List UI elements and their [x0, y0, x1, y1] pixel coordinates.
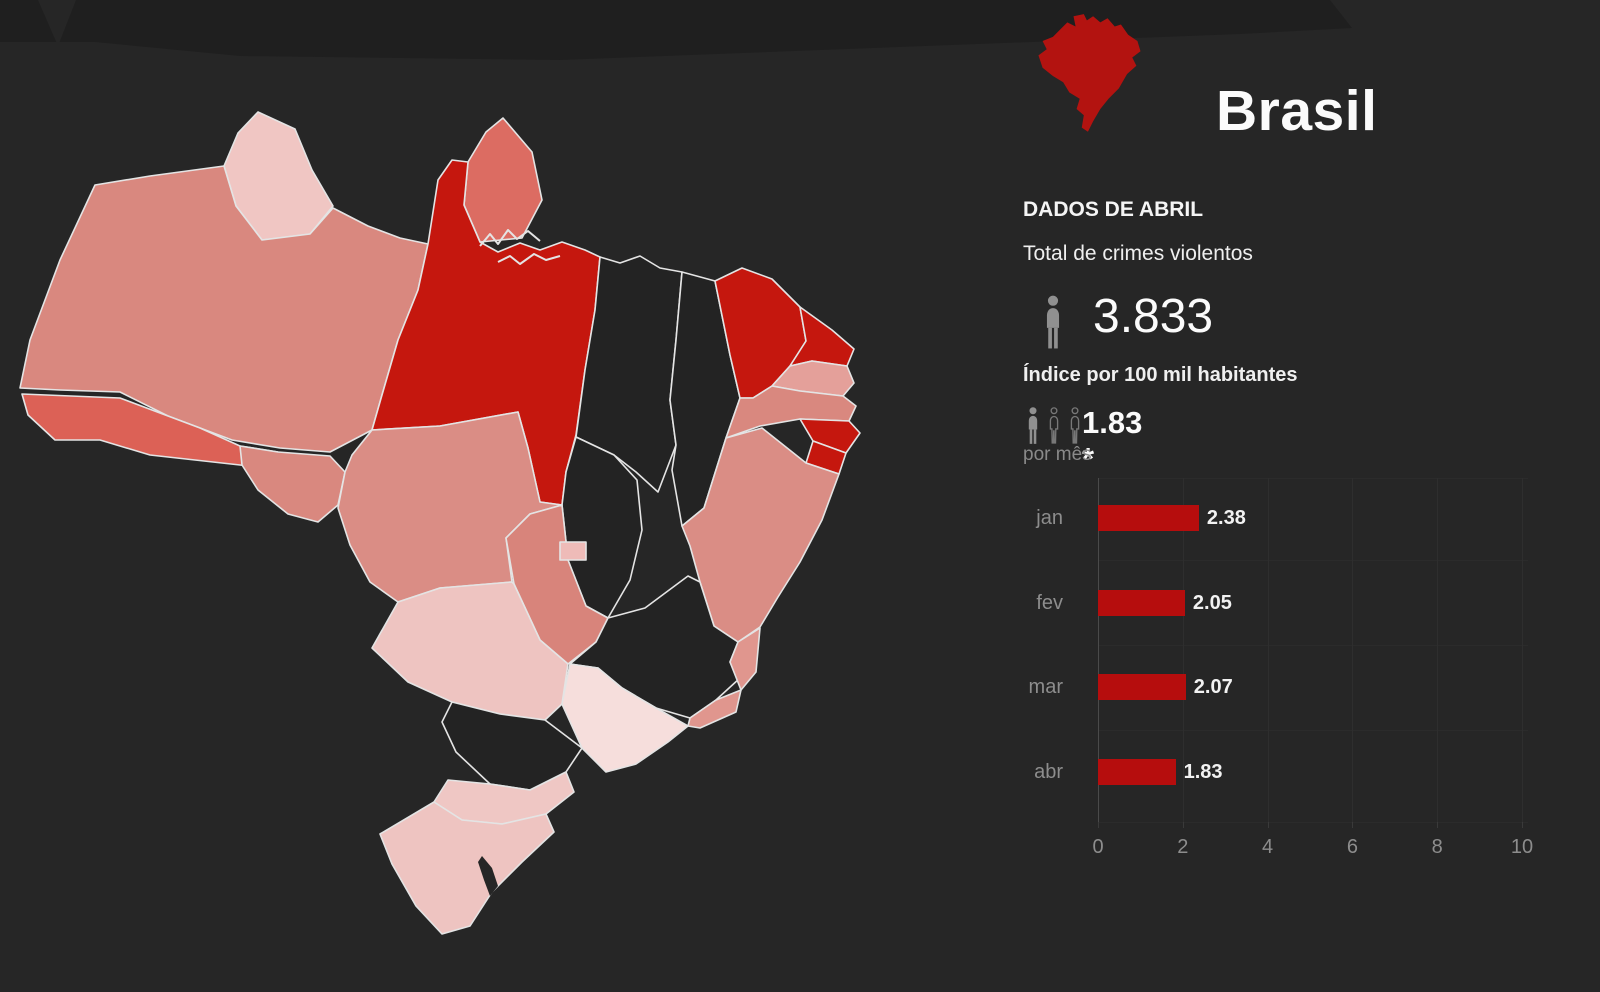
person-icon [1046, 295, 1060, 349]
bar-value-label: 2.07 [1193, 676, 1233, 699]
chart-gridline-v [1182, 478, 1184, 822]
state-ap[interactable]: Amapá [463, 117, 543, 243]
chart-tick [1098, 822, 1099, 828]
bar-row: abr 1.83 [1023, 759, 1563, 787]
x-axis-tick-label: 2 [1177, 836, 1189, 858]
amazon-river-mouth-decoration [479, 229, 561, 265]
state-al[interactable]: Alagoas [799, 418, 861, 454]
bar-value-label: 1.83 [1183, 761, 1223, 784]
bar-row: fev 2.05 [1023, 589, 1563, 618]
chart-axis-line [1098, 478, 1099, 822]
chart-gridline-h [1098, 822, 1528, 823]
bar-row: mar 2.07 [1023, 674, 1563, 702]
brazil-map-icon [1038, 14, 1141, 132]
chart-tick [1267, 822, 1269, 828]
person-outline-icon [1070, 407, 1080, 444]
state-ac[interactable]: Acre [21, 393, 279, 471]
bar-mar[interactable] [1098, 674, 1186, 701]
bar-chart: 0 2 4 6 8 10 jan 2.38 fev 2.05 mar 2.07 abr 1.83 [1023, 470, 1563, 870]
bar-row: jan 2.38 [1023, 505, 1563, 533]
chart-gridline-v [1522, 478, 1523, 822]
chart-gridline-v [1267, 478, 1269, 822]
chart-gridline-h [1098, 730, 1528, 731]
x-axis-tick-label: 4 [1262, 836, 1274, 858]
bar-value-label: 2.38 [1206, 507, 1246, 529]
state-sp[interactable]: São Paulo [561, 663, 689, 773]
state-layer: RoraimaAmapáAmazonasAcreRondôniaParáMara… [19, 111, 861, 935]
header-band-decoration [0, 0, 1352, 60]
index-value: 1.83 * [1082, 405, 1143, 476]
bar-abr[interactable] [1098, 759, 1176, 786]
x-axis-tick-label: 10 [1510, 836, 1534, 858]
chart-gridline-h [1098, 560, 1528, 561]
state-df[interactable]: Distrito Federal [559, 541, 587, 561]
state-ro[interactable]: Rondônia [239, 445, 346, 523]
total-crimes-label: Total de crimes violentos [1023, 242, 1253, 265]
state-es[interactable]: Espírito Santo [729, 627, 761, 691]
chart-gridline-v [1352, 478, 1354, 822]
chart-gridline-h [1098, 478, 1528, 479]
chart-tick [1352, 822, 1354, 828]
index-period-label: por mês [1023, 444, 1092, 465]
bar-category-label: abr [1034, 761, 1063, 784]
lagoon-decoration [478, 856, 498, 896]
chart-tick [1182, 822, 1184, 828]
section-label: DADOS DE ABRIL [1023, 198, 1204, 221]
page-title: Brasil [1216, 79, 1378, 143]
person-filled-icon [1028, 407, 1038, 444]
info-panel: Brasil DADOS DE ABRIL Total de crimes vi… [1023, 0, 1583, 992]
x-axis-tick-label: 6 [1346, 836, 1358, 858]
bar-fev[interactable] [1098, 589, 1185, 616]
bar-jan[interactable] [1098, 505, 1199, 531]
total-crimes-value: 3.833 [1093, 290, 1214, 343]
person-outline-icon [1049, 407, 1059, 444]
footnote-asterisk: * [1082, 441, 1095, 476]
bar-value-label: 2.05 [1192, 591, 1232, 614]
index-label: Índice por 100 mil habitantes [1023, 364, 1298, 386]
bar-category-label: jan [1036, 507, 1063, 529]
state-ba[interactable]: Bahia [681, 427, 840, 643]
state-pe[interactable]: Pernambuco [725, 385, 857, 439]
chart-gridline-v [1437, 478, 1439, 822]
state-rs[interactable]: Rio Grande do Sul [379, 801, 555, 935]
chart-tick [1437, 822, 1439, 828]
chart-gridline-h [1098, 645, 1528, 646]
brazil-map: RoraimaAmapáAmazonasAcreRondôniaParáMara… [19, 111, 861, 935]
bar-category-label: fev [1036, 591, 1063, 614]
bar-category-label: mar [1028, 676, 1063, 699]
x-axis-tick-label: 0 [1092, 836, 1104, 858]
x-axis-tick-label: 8 [1431, 836, 1443, 858]
chart-tick [1522, 822, 1523, 828]
